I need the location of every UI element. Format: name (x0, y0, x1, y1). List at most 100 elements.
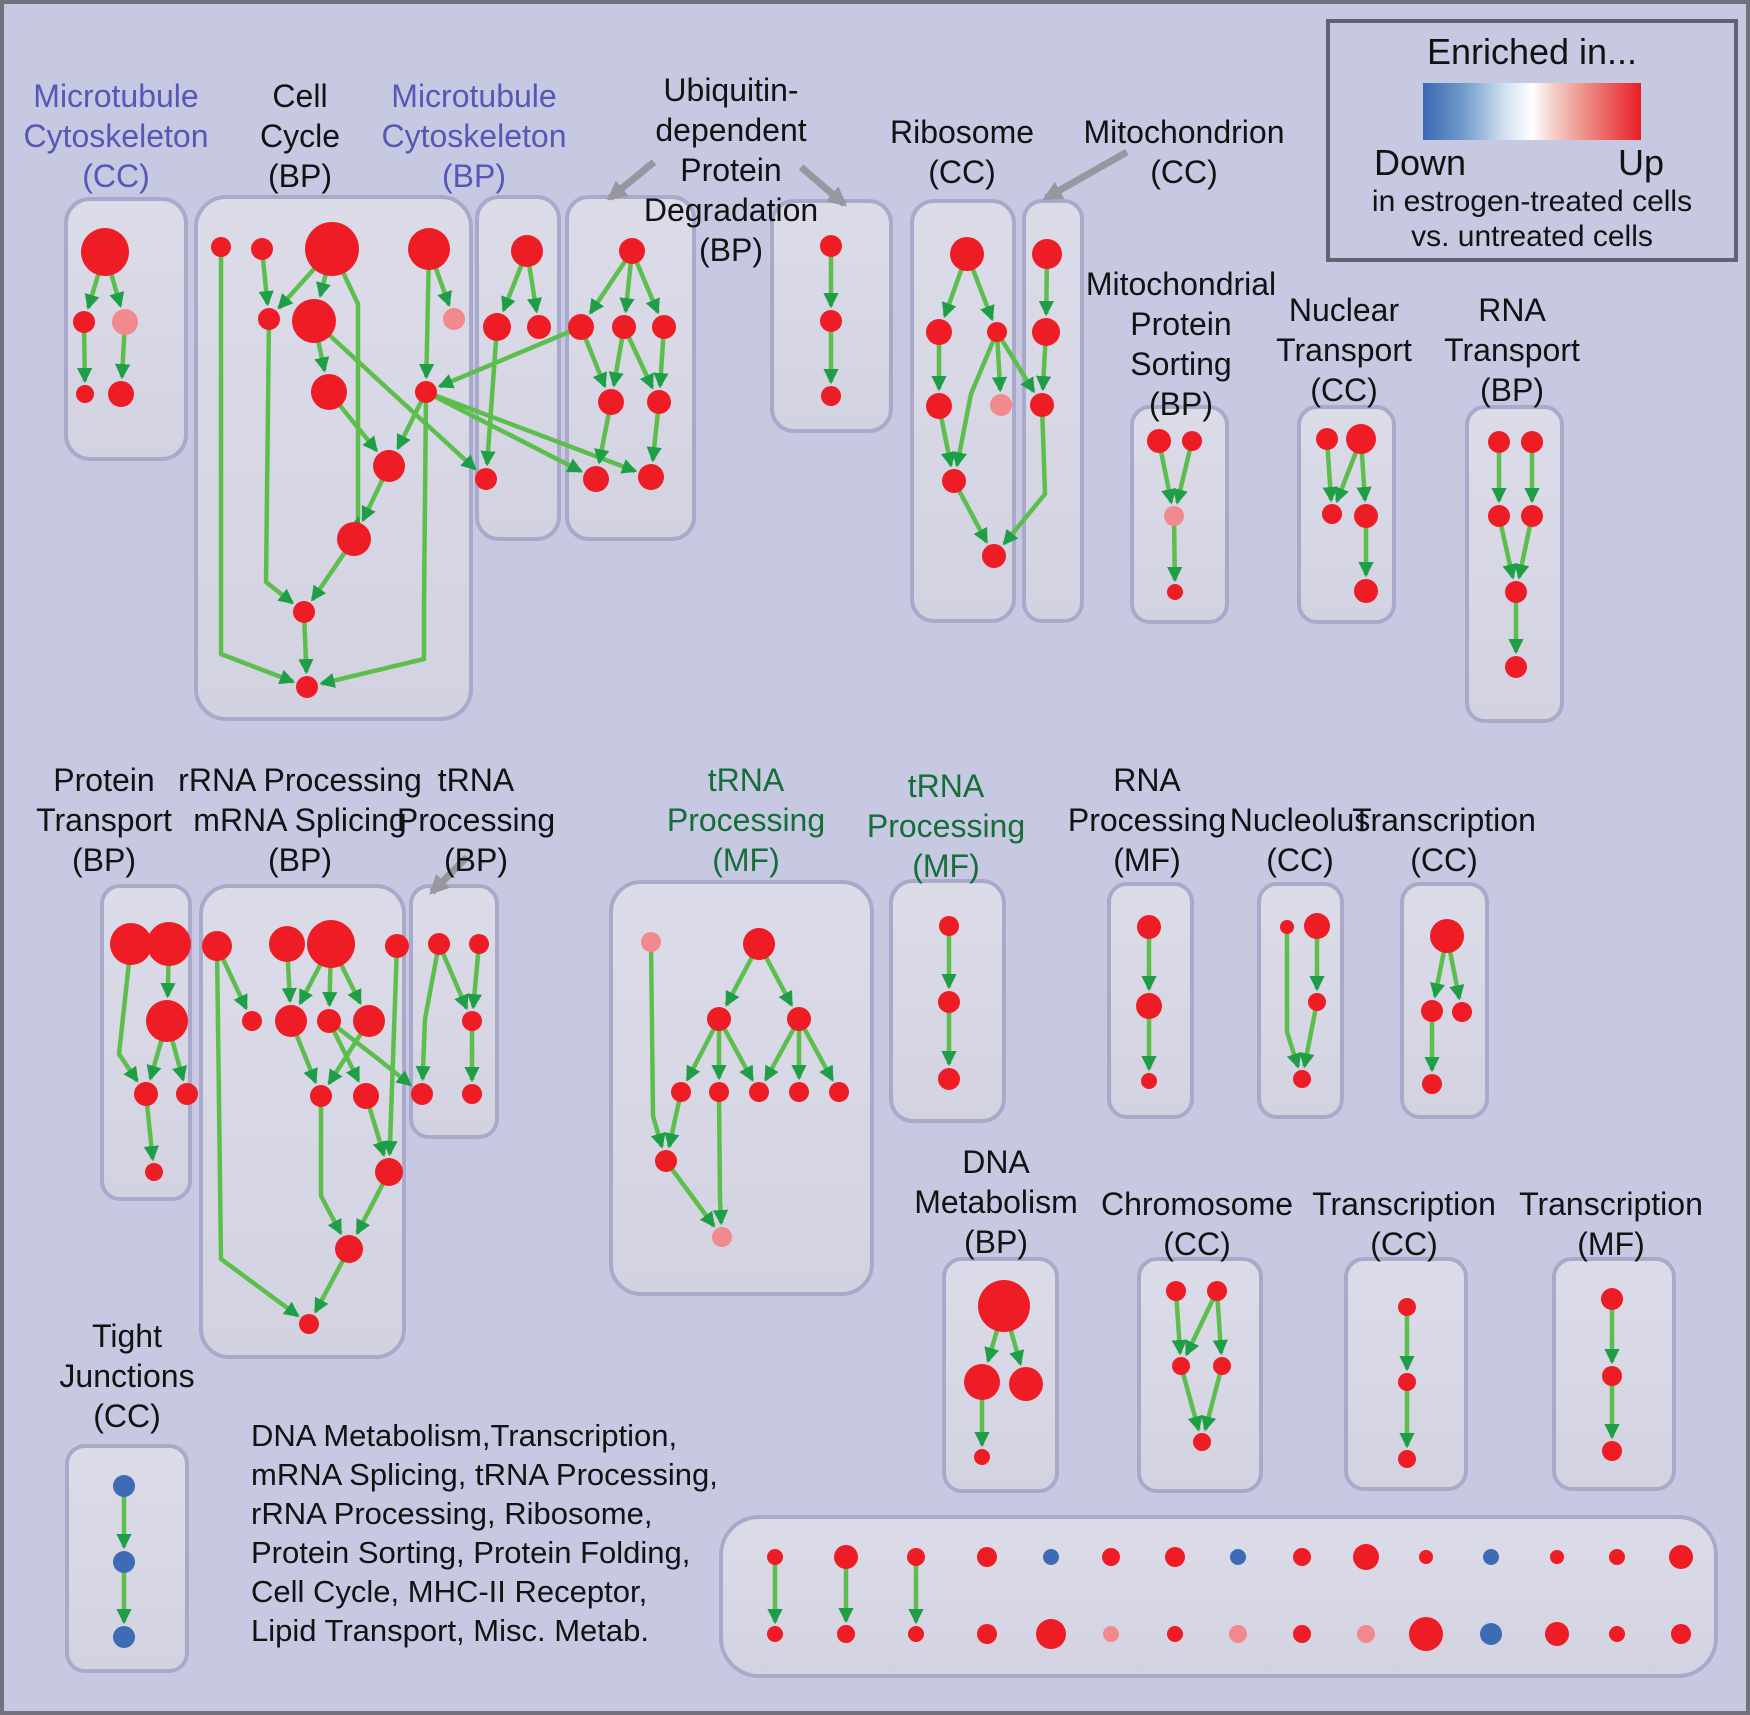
edge-pt_t1-pt_b1 (116, 943, 139, 1083)
go-term-node-cc8 (311, 374, 347, 410)
go-term-node-rr_f (275, 1005, 307, 1037)
edge-tm_r2-tm_bot (712, 1091, 729, 1226)
go-term-node-ub1_c3 (652, 315, 676, 339)
go-term-node-rr_l (335, 1235, 363, 1263)
go-term-node-bb4 (977, 1624, 997, 1644)
go-term-node-pt_b2 (176, 1083, 198, 1105)
legend: Enriched in... Down Up in estrogen-treat… (1326, 19, 1738, 262)
go-term-node-rr_j (353, 1083, 379, 1109)
go-term-node-t2_mr (1452, 1002, 1472, 1022)
edge-mps_tr-mps_m (1172, 440, 1195, 505)
legend-gradient-bar (1423, 83, 1641, 140)
go-term-node-bt8 (1230, 1549, 1246, 1565)
go-term-node-bb10 (1357, 1625, 1375, 1643)
go-term-node-bb7 (1167, 1626, 1183, 1642)
go-term-node-bb2 (837, 1625, 855, 1643)
go-term-node-dm_ml (964, 1364, 1000, 1400)
go-term-node-cc5 (258, 308, 280, 330)
go-term-node-rib_l (926, 319, 952, 345)
go-term-node-tm_p (641, 932, 661, 952)
go-box-mtbp (475, 195, 561, 541)
go-term-node-cc2 (251, 238, 273, 260)
go-term-node-ub1_m2 (647, 390, 671, 414)
go-term-node-ub2_2 (820, 310, 842, 332)
edge-nu_mr-nu_b (1299, 1001, 1320, 1069)
go-term-node-t3_2 (1398, 1373, 1416, 1391)
go-term-node-rr_c (307, 920, 355, 968)
go-box-mito (1022, 199, 1084, 623)
go-term-node-tj_2 (113, 1551, 135, 1573)
edge-ch_ml-ch_b (1178, 1365, 1203, 1432)
go-term-node-bt4 (977, 1547, 997, 1567)
go-term-node-nt_b (1354, 579, 1378, 603)
go-term-node-mtcc4 (76, 385, 94, 403)
go-box-tcc2 (1400, 882, 1489, 1119)
go-term-node-rr_a (202, 931, 232, 961)
go-term-node-bb14 (1609, 1626, 1625, 1642)
go-term-node-nt_ml (1322, 504, 1342, 524)
go-term-node-rt_b (1505, 656, 1527, 678)
go-term-node-rr_b (269, 926, 305, 962)
go-term-node-rr_i (310, 1085, 332, 1107)
go-term-node-cc4 (408, 228, 450, 270)
legend-up-label: Up (1617, 142, 1664, 183)
go-term-node-nt_tl (1316, 428, 1338, 450)
go-term-node-t2_ml (1421, 1000, 1443, 1022)
go-box-tmf1 (609, 880, 874, 1296)
go-term-node-ub1_t (619, 238, 645, 264)
go-term-node-tm_r1 (671, 1082, 691, 1102)
go-term-node-nt_tr (1346, 424, 1376, 454)
go-term-node-cc6 (292, 299, 336, 343)
go-term-node-ch_b (1193, 1433, 1211, 1451)
go-term-node-ch_tl (1166, 1281, 1186, 1301)
go-term-node-tm_r2 (709, 1082, 729, 1102)
go-term-node-cc10 (373, 450, 405, 482)
go-term-node-ub1_b2 (638, 464, 664, 490)
legend-subtitle-1: in estrogen-treated cells (1371, 185, 1693, 218)
edge-cc3-cc11 (329, 248, 364, 533)
edge-ch_tr-ch_ml (1184, 1290, 1220, 1357)
go-term-node-rt_tl (1488, 431, 1510, 453)
edge-ch_mr-ch_b (1201, 1365, 1225, 1432)
go-term-node-dm_mr (1009, 1367, 1043, 1401)
go-term-node-mtbp_c2 (527, 315, 551, 339)
go-term-node-bt10 (1353, 1544, 1379, 1570)
edge-cc9-cc13 (319, 391, 429, 688)
go-term-node-bt7 (1165, 1547, 1185, 1567)
go-term-node-rt_ml (1488, 505, 1510, 527)
go-term-node-cc12 (293, 601, 315, 623)
go-term-node-rib_t (950, 237, 984, 271)
go-term-node-bb6 (1103, 1626, 1119, 1642)
edge-cc4-cc9 (418, 248, 435, 380)
go-term-node-bb1 (767, 1626, 783, 1642)
go-term-node-bt3 (907, 1548, 925, 1566)
edge-cc9-ub1_b1 (424, 389, 583, 474)
go-term-node-cc11 (337, 522, 371, 556)
go-term-node-nt_mr (1354, 504, 1378, 528)
edge-rr_a-rr_m (214, 945, 300, 1318)
go-term-node-tmf2_3 (938, 1068, 960, 1090)
edge-cc6-mtbp_b (312, 319, 477, 471)
label-pointer-arrow-0 (606, 159, 657, 201)
go-term-node-tm_bot (712, 1227, 732, 1247)
go-term-node-tb_br (462, 1084, 482, 1104)
go-term-node-rib_c (987, 322, 1007, 342)
go-term-node-mtcc2 (73, 311, 95, 333)
go-term-node-tmf2_2 (938, 991, 960, 1013)
go-term-node-pt_b1 (134, 1082, 158, 1106)
go-term-node-bt13 (1550, 1550, 1564, 1564)
go-term-node-pt_t1 (110, 923, 152, 965)
go-term-node-bt6 (1102, 1548, 1120, 1566)
edge-tb_tl-tb_bl (415, 943, 442, 1082)
go-term-node-tm_r5 (829, 1082, 849, 1102)
go-term-node-rr_e (242, 1011, 262, 1031)
edge-tm_p-tm_low (648, 941, 666, 1149)
go-term-node-rp_1 (1137, 915, 1161, 939)
node-layer (73, 222, 1693, 1651)
go-term-node-dm_b (974, 1449, 990, 1465)
legend-subtitle-2: vs. untreated cells (1411, 220, 1653, 253)
go-term-node-rp_2 (1136, 993, 1162, 1019)
go-term-node-mps_b (1167, 584, 1183, 600)
go-term-node-bb11 (1409, 1617, 1443, 1651)
